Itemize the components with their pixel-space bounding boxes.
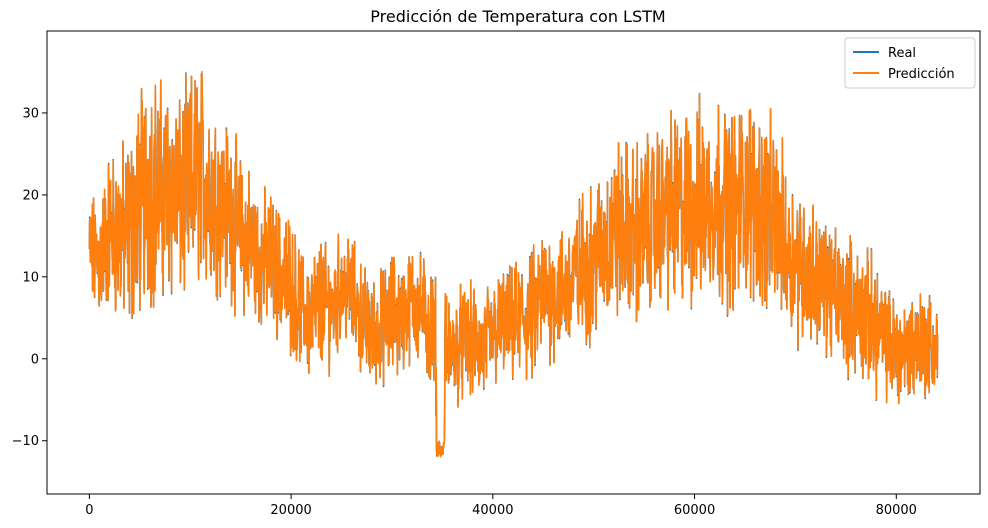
y-tick-label: 30 <box>22 106 39 121</box>
y-tick-label: 0 <box>31 352 39 367</box>
chart-title: Predicción de Temperatura con LSTM <box>370 7 665 26</box>
x-tick-label: 40000 <box>472 503 513 518</box>
axes-frame <box>46 30 981 495</box>
x-tick-label: 80000 <box>876 503 917 518</box>
legend-label-real: Real <box>888 46 916 61</box>
series-layer <box>88 70 939 458</box>
legend: Real Predicción <box>844 37 976 89</box>
y-tick-label: −10 <box>12 434 39 449</box>
y-tick-label: 20 <box>22 188 39 203</box>
y-tick-label: 10 <box>22 270 39 285</box>
x-tick-label: 20000 <box>270 503 311 518</box>
axes-layer: 0 20000 40000 60000 80000 −10 0 10 20 30 <box>12 30 981 518</box>
series-line-prediccin <box>88 70 939 458</box>
x-tick-label: 60000 <box>674 503 715 518</box>
legend-box <box>844 37 976 89</box>
legend-label-prediccion: Predicción <box>888 67 955 82</box>
x-tick-label: 0 <box>85 503 93 518</box>
